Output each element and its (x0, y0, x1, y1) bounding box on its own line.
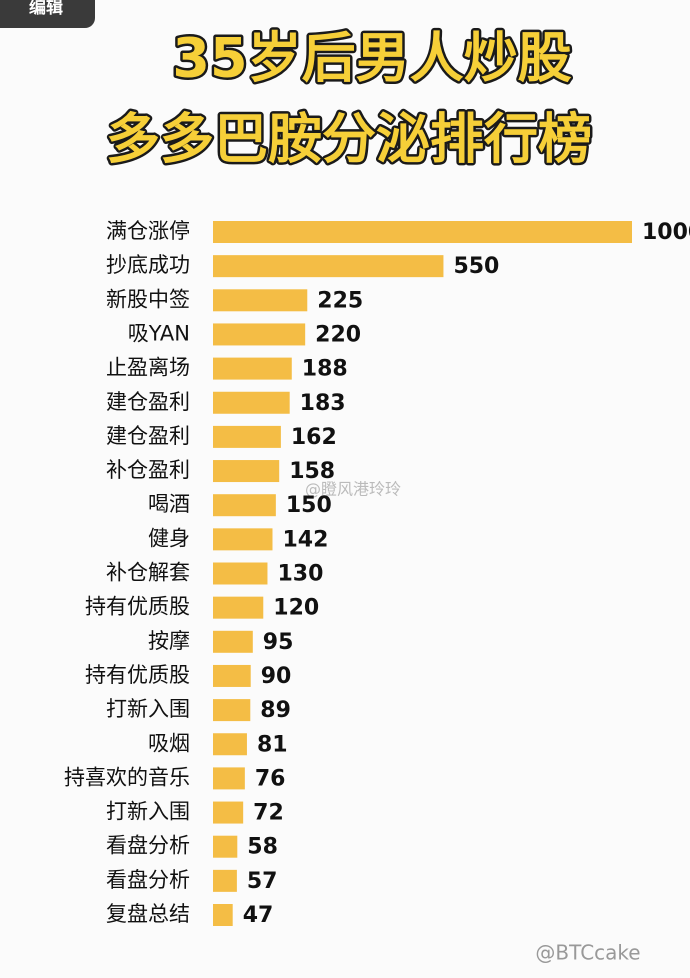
category-label: 按摩 (148, 629, 190, 653)
bar (213, 221, 632, 243)
value-label: 188 (302, 357, 348, 382)
value-label: 76 (255, 766, 286, 791)
value-label: 225 (317, 288, 363, 313)
category-label: 满仓涨停 (106, 219, 190, 243)
bar (213, 664, 251, 687)
value-label: 130 (277, 562, 323, 587)
bar (213, 528, 273, 551)
bar (213, 494, 276, 517)
value-label: 120 (273, 596, 319, 621)
bar (213, 460, 280, 483)
category-label: 建仓盈利 (106, 390, 190, 414)
category-label: 新股中签 (106, 287, 190, 311)
category-label: 打新入围 (106, 800, 190, 824)
value-label: 220 (315, 322, 361, 347)
category-label: 健身 (148, 526, 190, 550)
value-label: 162 (291, 425, 337, 450)
value-label: 550 (453, 254, 499, 279)
value-label: 183 (300, 391, 346, 416)
value-label: 89 (260, 698, 291, 723)
category-label: 看盘分析 (106, 834, 190, 858)
category-label: 喝酒 (148, 492, 190, 516)
credit: @BTCcake (535, 941, 640, 965)
bar (213, 767, 245, 790)
bar (213, 869, 237, 892)
category-label: 吸YAN (128, 321, 190, 345)
value-label: 150 (286, 493, 332, 518)
watermark: @瞪风港玲玲 (305, 480, 401, 499)
value-label: 72 (253, 801, 284, 826)
chart-title: 35岁后男人炒股 (172, 27, 571, 90)
badge-bg (0, 0, 95, 28)
bar (213, 904, 233, 926)
value-label: 58 (247, 835, 278, 860)
value-label: 57 (247, 869, 278, 894)
value-label: 81 (257, 732, 288, 757)
value-label: 1000 (642, 220, 690, 245)
value-label: 90 (261, 664, 292, 689)
bar (213, 391, 290, 414)
chart-subtitle: 多多巴胺分泌排行榜 (106, 108, 592, 171)
category-label: 持喜欢的音乐 (64, 765, 190, 789)
category-label: 补仓解套 (106, 561, 190, 585)
category-label: 建仓盈利 (106, 424, 190, 448)
category-label: 补仓盈利 (106, 458, 190, 482)
value-label: 142 (282, 527, 328, 552)
category-label: 看盘分析 (106, 868, 190, 892)
category-label: 持有优质股 (85, 663, 190, 687)
bar (213, 801, 244, 824)
category-label: 吸烟 (148, 731, 190, 755)
value-label: 158 (289, 459, 335, 484)
category-label: 打新入围 (106, 697, 190, 721)
bar (213, 323, 306, 346)
bar (213, 289, 308, 312)
category-label: 复盘总结 (106, 902, 190, 926)
bar (213, 255, 444, 278)
category-label: 持有优质股 (85, 595, 190, 619)
bar (213, 630, 253, 653)
badge: 编辑 (29, 0, 63, 18)
plot: 满仓涨停 1000 抄底成功 550 新股中签 225 吸YAN 220 止盈离场 188 建仓盈利… (64, 219, 690, 928)
bar (213, 733, 247, 756)
category-label: 抄底成功 (106, 253, 190, 277)
bar (213, 425, 281, 448)
bar (213, 699, 251, 722)
category-label: 止盈离场 (106, 356, 190, 380)
value-label: 47 (243, 903, 274, 928)
bar (213, 835, 238, 858)
value-label: 95 (263, 630, 294, 655)
bar (213, 562, 268, 585)
bar (213, 596, 264, 619)
bar (213, 357, 292, 380)
